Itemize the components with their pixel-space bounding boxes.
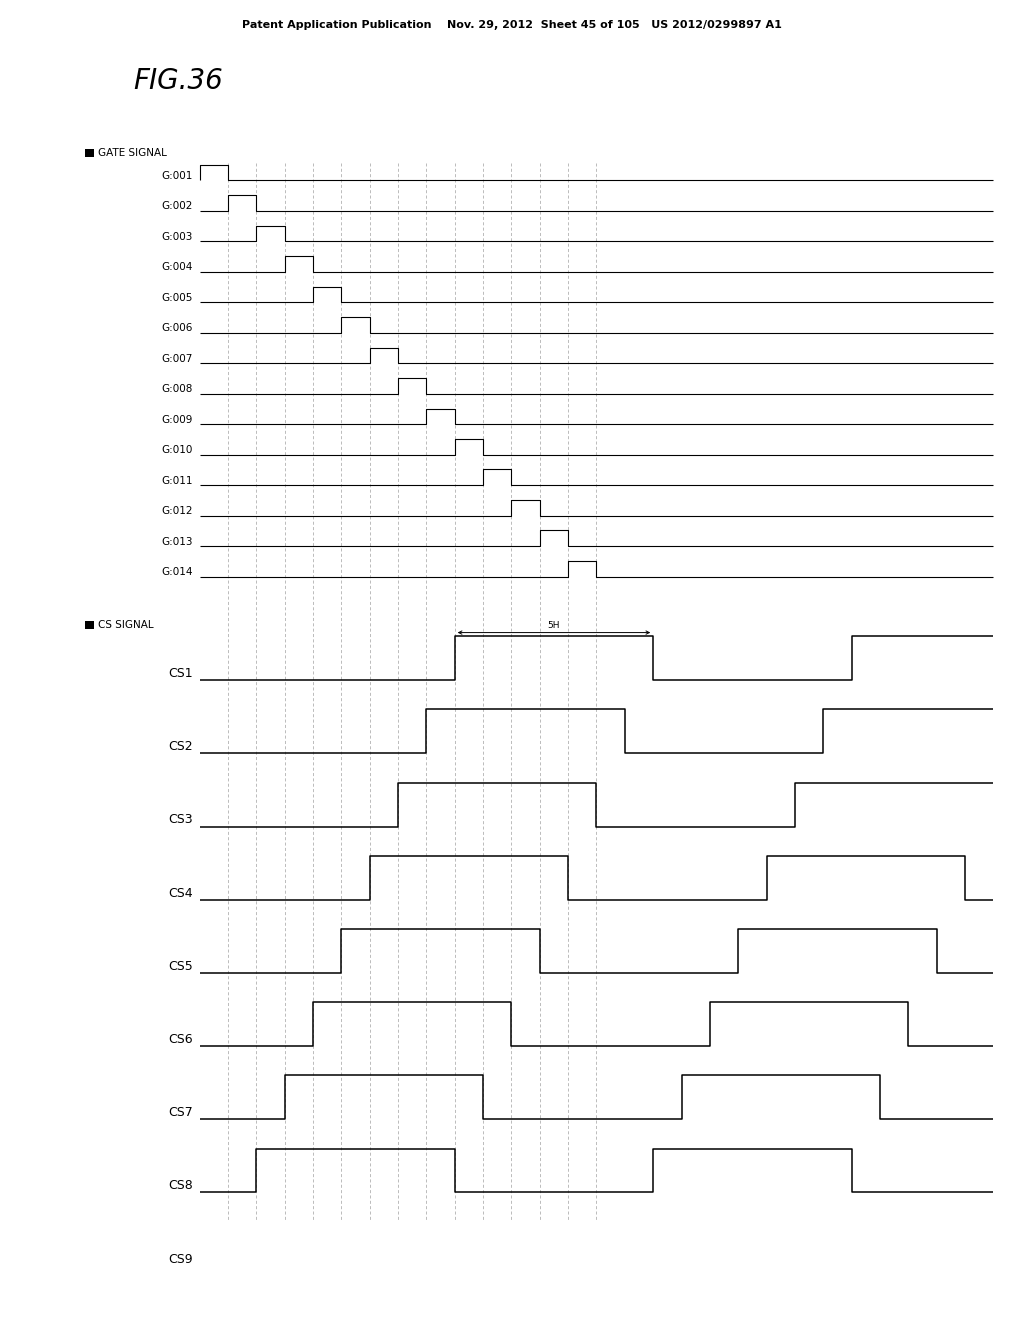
Text: G:014: G:014 bbox=[161, 568, 193, 577]
Text: CS2: CS2 bbox=[168, 741, 193, 754]
Text: G:007: G:007 bbox=[161, 354, 193, 363]
Text: CS6: CS6 bbox=[168, 1034, 193, 1045]
Text: G:010: G:010 bbox=[161, 445, 193, 455]
Text: CS5: CS5 bbox=[168, 960, 193, 973]
Text: CS4: CS4 bbox=[168, 887, 193, 900]
Text: G:001: G:001 bbox=[161, 170, 193, 181]
Text: G:011: G:011 bbox=[161, 475, 193, 486]
Text: CS3: CS3 bbox=[168, 813, 193, 826]
Text: 5H: 5H bbox=[548, 622, 560, 630]
Text: G:009: G:009 bbox=[161, 414, 193, 425]
Text: CS8: CS8 bbox=[168, 1179, 193, 1192]
Text: FIG.36: FIG.36 bbox=[133, 67, 223, 95]
Text: CS1: CS1 bbox=[168, 667, 193, 680]
Text: G:004: G:004 bbox=[161, 263, 193, 272]
Text: G:012: G:012 bbox=[161, 506, 193, 516]
Text: G:013: G:013 bbox=[161, 537, 193, 546]
Text: GATE SIGNAL: GATE SIGNAL bbox=[98, 148, 167, 158]
Text: CS SIGNAL: CS SIGNAL bbox=[98, 620, 154, 630]
Text: G:006: G:006 bbox=[161, 323, 193, 333]
Bar bbox=[85, 620, 94, 630]
Bar bbox=[85, 149, 94, 157]
Text: G:005: G:005 bbox=[161, 293, 193, 302]
Text: CS7: CS7 bbox=[168, 1106, 193, 1119]
Text: G:002: G:002 bbox=[161, 201, 193, 211]
Text: G:003: G:003 bbox=[161, 231, 193, 242]
Text: Patent Application Publication    Nov. 29, 2012  Sheet 45 of 105   US 2012/02998: Patent Application Publication Nov. 29, … bbox=[242, 20, 782, 29]
Text: CS9: CS9 bbox=[168, 1253, 193, 1266]
Text: G:008: G:008 bbox=[161, 384, 193, 395]
